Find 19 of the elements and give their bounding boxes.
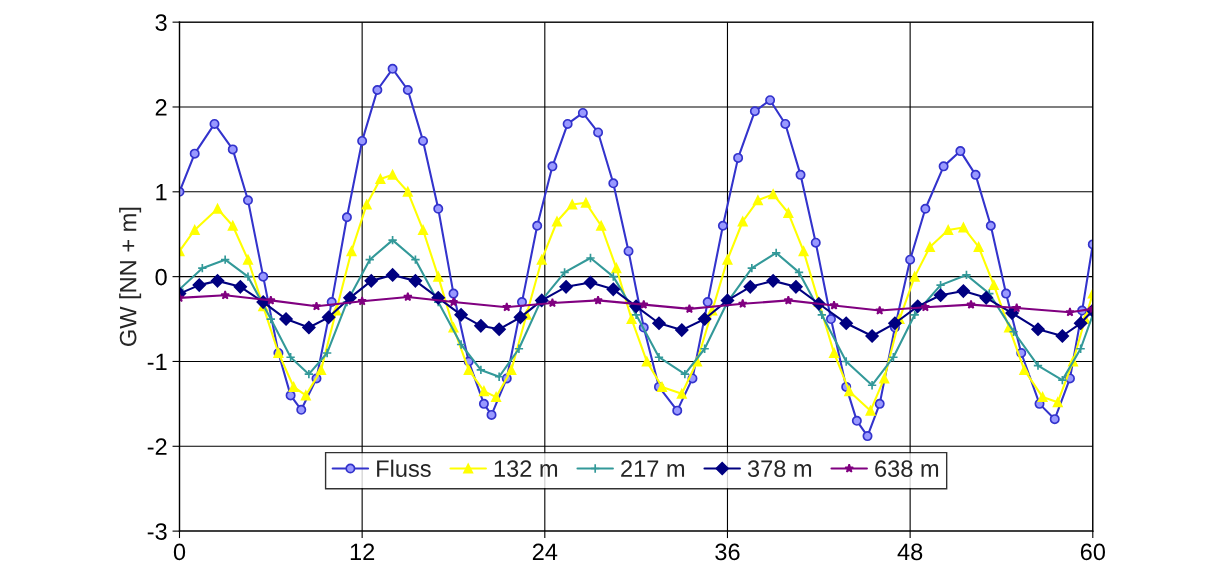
legend-label: 132 m [494, 460, 558, 478]
y-tick-label: -1 [147, 353, 167, 371]
x-tick-label: 48 [897, 543, 923, 561]
y-tick-label: -2 [147, 438, 167, 455]
legend-label: 638 m [875, 460, 939, 478]
y-tick-label: 2 [155, 99, 167, 116]
y-tick-label: 1 [156, 184, 167, 201]
x-tick-label: 12 [350, 543, 375, 561]
legend-label: 217 m [621, 460, 685, 477]
y-axis-title: GW [NN + m] [119, 207, 142, 346]
y-tick-label: 0 [155, 268, 167, 286]
y-tick-label: 3 [155, 14, 167, 31]
legend-label: 378 m [747, 460, 812, 478]
legend-label: Fluss [377, 459, 431, 478]
x-tick-label: 36 [715, 543, 740, 561]
y-tick-label: -3 [147, 523, 167, 540]
x-tick-label: 0 [173, 543, 186, 561]
x-tick-label: 60 [1080, 543, 1105, 561]
x-tick-label: 24 [532, 543, 558, 561]
